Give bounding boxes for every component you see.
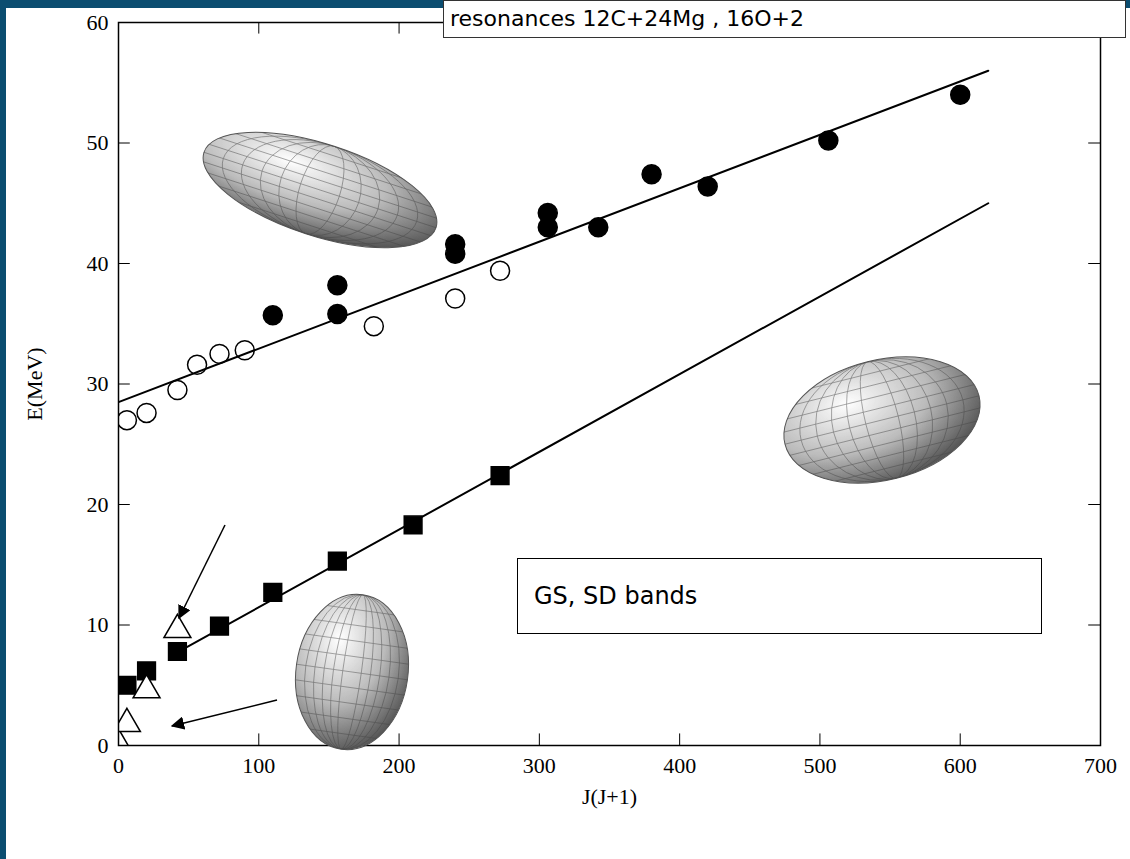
svg-text:40: 40	[87, 251, 109, 276]
svg-text:0: 0	[98, 733, 109, 758]
svg-text:100: 100	[242, 753, 275, 778]
svg-text:20: 20	[87, 492, 109, 517]
svg-text:30: 30	[87, 371, 109, 396]
svg-text:10: 10	[87, 612, 109, 637]
svg-text:60: 60	[87, 10, 109, 35]
html-text:GS, SD bands: GS, SD bands	[534, 582, 698, 610]
svg-text:200: 200	[383, 753, 416, 778]
svg-text:0: 0	[113, 753, 124, 778]
svg-text:500: 500	[803, 753, 836, 778]
html-text:resonances 12C+24Mg , 16O+2: resonances 12C+24Mg , 16O+2	[450, 6, 804, 31]
svg-text:300: 300	[523, 753, 556, 778]
svg-text:700: 700	[1084, 753, 1117, 778]
svg-text:E(MeV): E(MeV)	[22, 347, 47, 420]
svg-text:400: 400	[663, 753, 696, 778]
svg-text:600: 600	[944, 753, 977, 778]
svg-text:50: 50	[87, 130, 109, 155]
svg-text:J(J+1): J(J+1)	[582, 784, 637, 809]
